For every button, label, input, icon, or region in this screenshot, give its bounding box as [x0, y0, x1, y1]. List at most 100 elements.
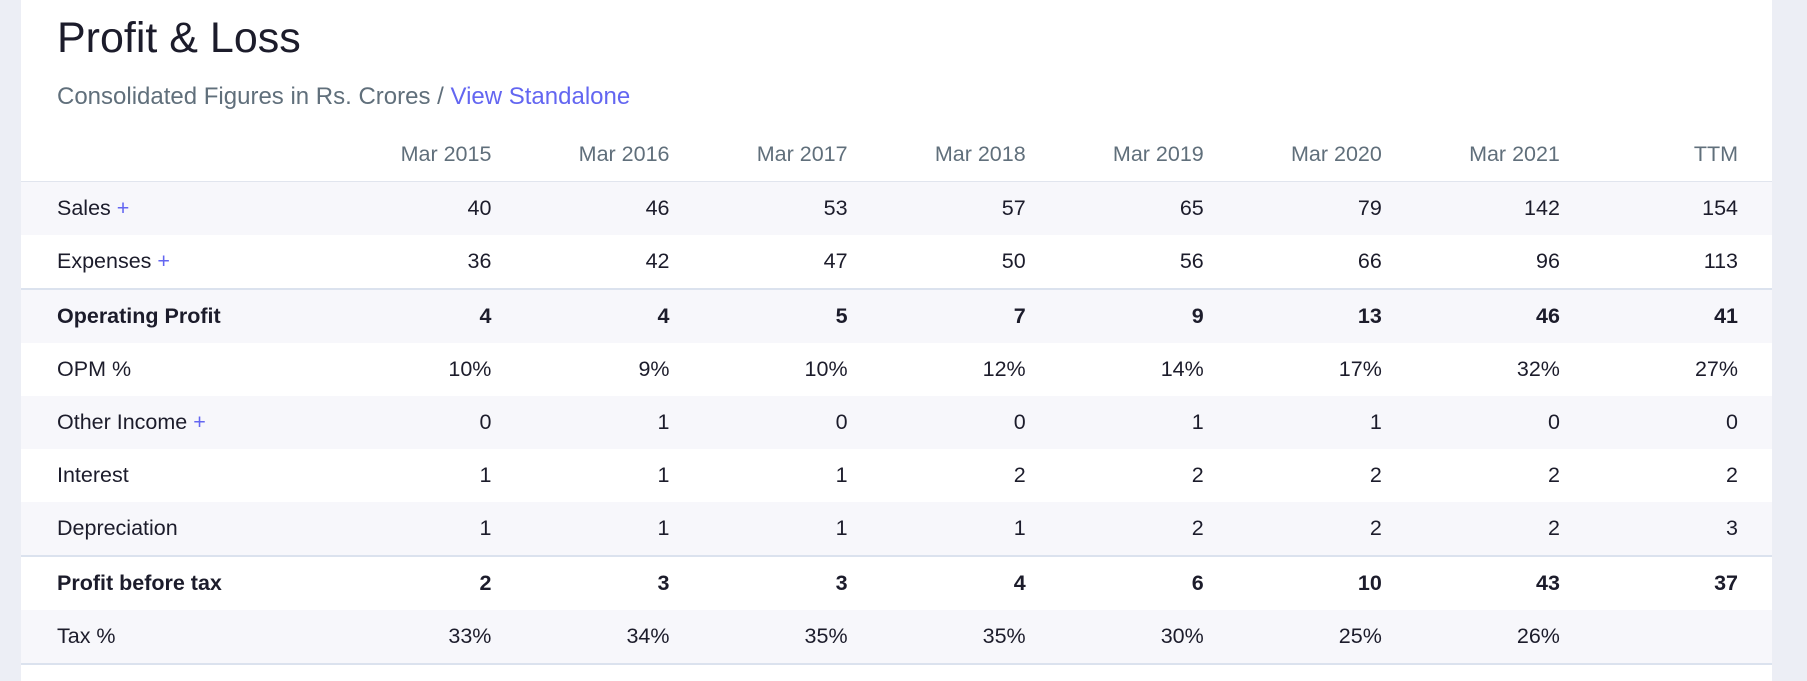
table-cell: 56 — [1059, 235, 1238, 289]
table-row-interest: Interest 1 1 1 2 2 2 2 2 — [21, 449, 1772, 502]
table-cell: 1 — [881, 502, 1060, 556]
table-cell: 0 — [881, 396, 1060, 449]
table-row-sales: Sales + 40 46 53 57 65 79 142 154 — [21, 181, 1772, 235]
table-cell: 32% — [1415, 343, 1594, 396]
table-cell: 25% — [1237, 610, 1416, 665]
table-row-other-income: Other Income + 0 1 0 0 1 1 0 0 — [21, 396, 1772, 449]
table-cell: 0 — [1415, 396, 1594, 449]
table-cell: 50 — [881, 235, 1060, 289]
table-cell: 65 — [1059, 181, 1238, 235]
column-header: Mar 2016 — [525, 128, 704, 182]
table-cell: 6 — [1059, 555, 1238, 610]
table-cell — [1593, 610, 1772, 665]
table-row-depreciation: Depreciation 1 1 1 1 2 2 2 3 — [21, 502, 1772, 556]
table-cell: 26% — [1415, 610, 1594, 665]
page-title: Profit & Loss — [57, 14, 301, 62]
table-cell: 9 — [1059, 288, 1238, 343]
table-cell: 3 — [525, 555, 704, 610]
table-cell: 0 — [1593, 396, 1772, 449]
expand-other-income-button[interactable]: + — [193, 410, 206, 434]
table-cell: 1 — [525, 502, 704, 556]
table-cell: 27% — [1593, 343, 1772, 396]
table-cell: 53 — [703, 181, 882, 235]
table-cell: 2 — [1237, 502, 1416, 556]
table-cell: 46 — [525, 181, 704, 235]
table-cell: 113 — [1593, 235, 1772, 289]
table-cell: 33% — [347, 610, 526, 665]
row-label: Expenses + — [21, 235, 348, 289]
profit-loss-table: Mar 2015 Mar 2016 Mar 2017 Mar 2018 Mar … — [21, 128, 1772, 665]
table-cell: 2 — [1237, 449, 1416, 502]
table-cell: 1 — [525, 449, 704, 502]
table-cell: 37 — [1593, 555, 1772, 610]
column-header: Mar 2017 — [703, 128, 882, 182]
table-cell: 142 — [1415, 181, 1594, 235]
table-cell: 42 — [525, 235, 704, 289]
table-cell: 2 — [881, 449, 1060, 502]
row-label: Interest — [21, 449, 348, 502]
table-row-tax: Tax % 33% 34% 35% 35% 30% 25% 26% — [21, 610, 1772, 665]
row-label: Operating Profit — [21, 288, 348, 343]
column-header: Mar 2015 — [347, 128, 526, 182]
table-cell: 57 — [881, 181, 1060, 235]
table-cell: 66 — [1237, 235, 1416, 289]
table-cell: 41 — [1593, 288, 1772, 343]
profit-loss-card: Profit & Loss Consolidated Figures in Rs… — [21, 0, 1772, 681]
table-cell: 96 — [1415, 235, 1594, 289]
table-header-row: Mar 2015 Mar 2016 Mar 2017 Mar 2018 Mar … — [21, 128, 1772, 182]
table-cell: 4 — [347, 288, 526, 343]
table-cell: 9% — [525, 343, 704, 396]
subtitle-text: Consolidated Figures in Rs. Crores / — [57, 83, 451, 110]
table-cell: 10 — [1237, 555, 1416, 610]
table-cell: 47 — [703, 235, 882, 289]
table-cell: 0 — [347, 396, 526, 449]
expand-expenses-button[interactable]: + — [157, 249, 170, 273]
table-cell: 2 — [1059, 449, 1238, 502]
table-cell: 1 — [525, 396, 704, 449]
subtitle: Consolidated Figures in Rs. Crores / Vie… — [57, 83, 630, 111]
table-row-expenses: Expenses + 36 42 47 50 56 66 96 113 — [21, 235, 1772, 289]
table-row-profit-before-tax: Profit before tax 2 3 3 4 6 10 43 37 — [21, 555, 1772, 610]
row-label: Tax % — [21, 610, 348, 665]
table-cell: 3 — [1593, 502, 1772, 556]
table-cell: 4 — [525, 288, 704, 343]
expand-sales-button[interactable]: + — [116, 196, 130, 220]
table-cell: 154 — [1593, 181, 1772, 235]
table-cell: 30% — [1059, 610, 1238, 665]
table-row-operating-profit: Operating Profit 4 4 5 7 9 13 46 41 — [21, 288, 1772, 343]
row-label: Other Income + — [21, 396, 348, 449]
table-cell: 34% — [525, 610, 704, 665]
column-header: Mar 2018 — [881, 128, 1060, 182]
row-label: Depreciation — [21, 502, 348, 556]
table-cell: 1 — [347, 502, 526, 556]
row-label: Sales + — [21, 181, 348, 235]
table-cell: 43 — [1415, 555, 1594, 610]
table-cell: 36 — [347, 235, 526, 289]
table-cell: 2 — [1059, 502, 1238, 556]
table-cell: 5 — [703, 288, 882, 343]
column-header: TTM — [1593, 128, 1772, 182]
table-cell: 2 — [1415, 449, 1594, 502]
header-label-cell — [21, 128, 348, 182]
table-cell: 13 — [1237, 288, 1416, 343]
table-cell: 1 — [347, 449, 526, 502]
table-cell: 2 — [1415, 502, 1594, 556]
table-cell: 40 — [347, 181, 526, 235]
table-cell: 35% — [703, 610, 882, 665]
table-cell: 3 — [703, 555, 882, 610]
table-cell: 12% — [881, 343, 1060, 396]
table-cell: 2 — [347, 555, 526, 610]
table-cell: 10% — [703, 343, 882, 396]
table-cell: 46 — [1415, 288, 1594, 343]
table-cell: 4 — [881, 555, 1060, 610]
table-cell: 1 — [703, 449, 882, 502]
table-row-opm: OPM % 10% 9% 10% 12% 14% 17% 32% 27% — [21, 343, 1772, 396]
table-cell: 35% — [881, 610, 1060, 665]
column-header: Mar 2019 — [1059, 128, 1238, 182]
table-cell: 17% — [1237, 343, 1416, 396]
column-header: Mar 2021 — [1415, 128, 1594, 182]
table-cell: 1 — [1059, 396, 1238, 449]
view-standalone-link[interactable]: View Standalone — [450, 83, 631, 110]
table-cell: 7 — [881, 288, 1060, 343]
table-cell: 10% — [347, 343, 526, 396]
